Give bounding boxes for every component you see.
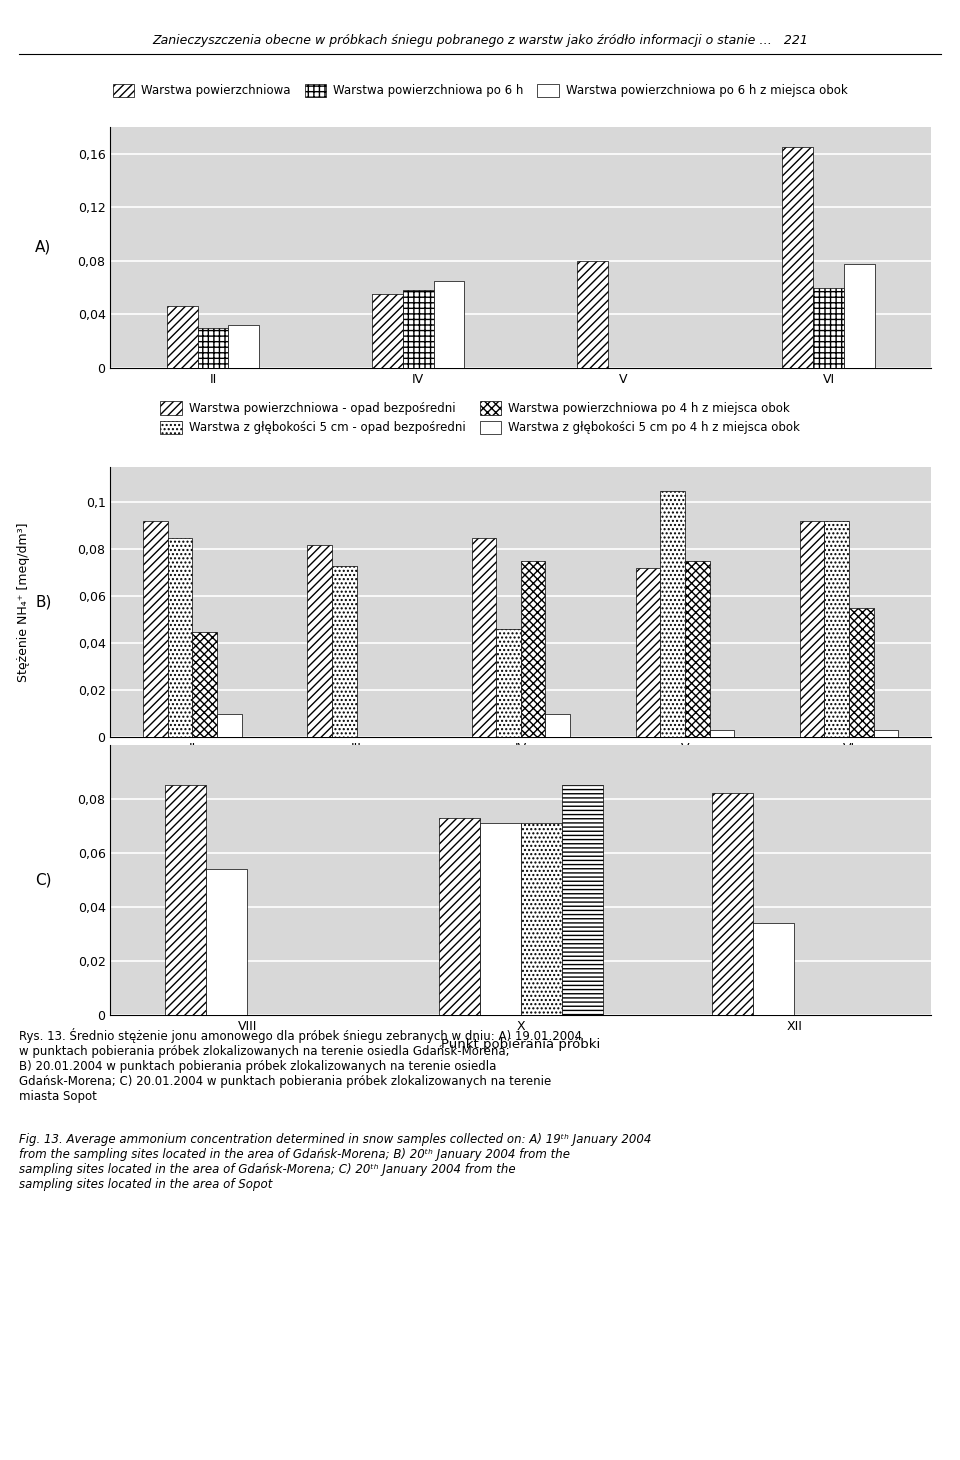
Bar (480, 823, 520, 1015)
Text: C): C) (35, 872, 52, 888)
Text: B): B) (35, 594, 52, 610)
Bar (844, 264, 875, 368)
X-axis label: Punkt pobierania próbki: Punkt pobierania próbki (442, 1038, 600, 1051)
Bar (712, 793, 754, 1015)
Bar (168, 537, 192, 737)
Bar (372, 295, 403, 368)
Bar (545, 714, 570, 737)
Bar (332, 566, 357, 737)
Text: A): A) (36, 239, 51, 255)
Bar (709, 730, 734, 737)
Bar (307, 545, 332, 737)
Bar (874, 730, 899, 737)
Bar (198, 328, 228, 368)
Legend: Warstwa powierzchniowa - opad bezpośredni, Warstwa z głębokości 5 cm - opad bezp: Warstwa powierzchniowa - opad bezpośredn… (160, 402, 800, 434)
Legend: Warstwa powierzchniowa, Warstwa powierzchniowa po 6 h, Warstwa powierzchniowa po: Warstwa powierzchniowa, Warstwa powierzc… (112, 83, 848, 98)
Bar (228, 326, 259, 368)
Text: Fig. 13. Average ammonium concentration determined in snow samples collected on:: Fig. 13. Average ammonium concentration … (19, 1133, 652, 1191)
Bar (403, 291, 434, 368)
Bar (577, 261, 608, 368)
Bar (496, 629, 521, 737)
Bar (520, 561, 545, 737)
Text: Zanieczyszczenia obecne w próbkach śniegu pobranego z warstw jako źródło informa: Zanieczyszczenia obecne w próbkach śnieg… (152, 34, 808, 47)
Bar (813, 288, 844, 368)
Text: Stężenie NH₄⁺ [meq/dm³]: Stężenie NH₄⁺ [meq/dm³] (17, 523, 31, 682)
Bar (782, 147, 813, 368)
Text: Rys. 13. Średnio stężenie jonu amonowego dla próbek śniegu zebranych w dniu: A) : Rys. 13. Średnio stężenie jonu amonowego… (19, 1028, 582, 1102)
Bar (217, 714, 242, 737)
Bar (849, 609, 874, 737)
Bar (143, 521, 168, 737)
Bar (636, 568, 660, 737)
Bar (660, 491, 685, 737)
Bar (167, 307, 198, 368)
Bar (206, 869, 248, 1015)
Bar (562, 785, 603, 1015)
Bar (800, 521, 825, 737)
Bar (825, 521, 849, 737)
Bar (192, 632, 217, 737)
Bar (434, 280, 465, 368)
Bar (439, 818, 480, 1015)
Bar (165, 785, 206, 1015)
Bar (471, 537, 496, 737)
Bar (685, 561, 709, 737)
Bar (520, 823, 562, 1015)
Bar (754, 923, 794, 1015)
